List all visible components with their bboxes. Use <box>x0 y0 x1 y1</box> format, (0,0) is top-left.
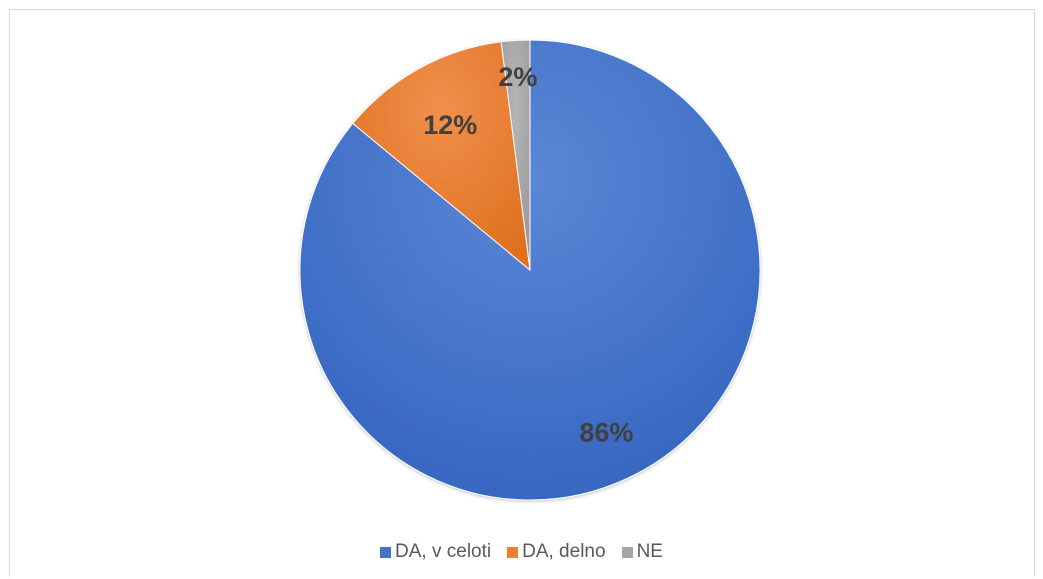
legend-swatch-3 <box>621 546 633 558</box>
legend-swatch-1 <box>380 546 392 558</box>
legend-swatch-2 <box>507 546 519 558</box>
legend-label-2: DA, delno <box>522 541 606 562</box>
data-label-1: 86% <box>579 417 633 447</box>
pie-slice-3 <box>500 39 531 271</box>
legend-item-2: DA, delno <box>507 541 606 563</box>
legend-item-3: NE <box>621 541 663 563</box>
legend-item-1: DA, v celoti <box>380 541 491 563</box>
data-label-3: 2% <box>498 62 537 92</box>
pie-chart: 86% 12% 2% <box>299 39 761 501</box>
pie-slice-2 <box>352 41 531 272</box>
legend-label-1: DA, v celoti <box>395 541 492 562</box>
legend-label-3: NE <box>636 541 663 562</box>
data-label-2: 12% <box>423 110 477 140</box>
legend: DA, v celoti DA, delno NE <box>0 540 1043 564</box>
